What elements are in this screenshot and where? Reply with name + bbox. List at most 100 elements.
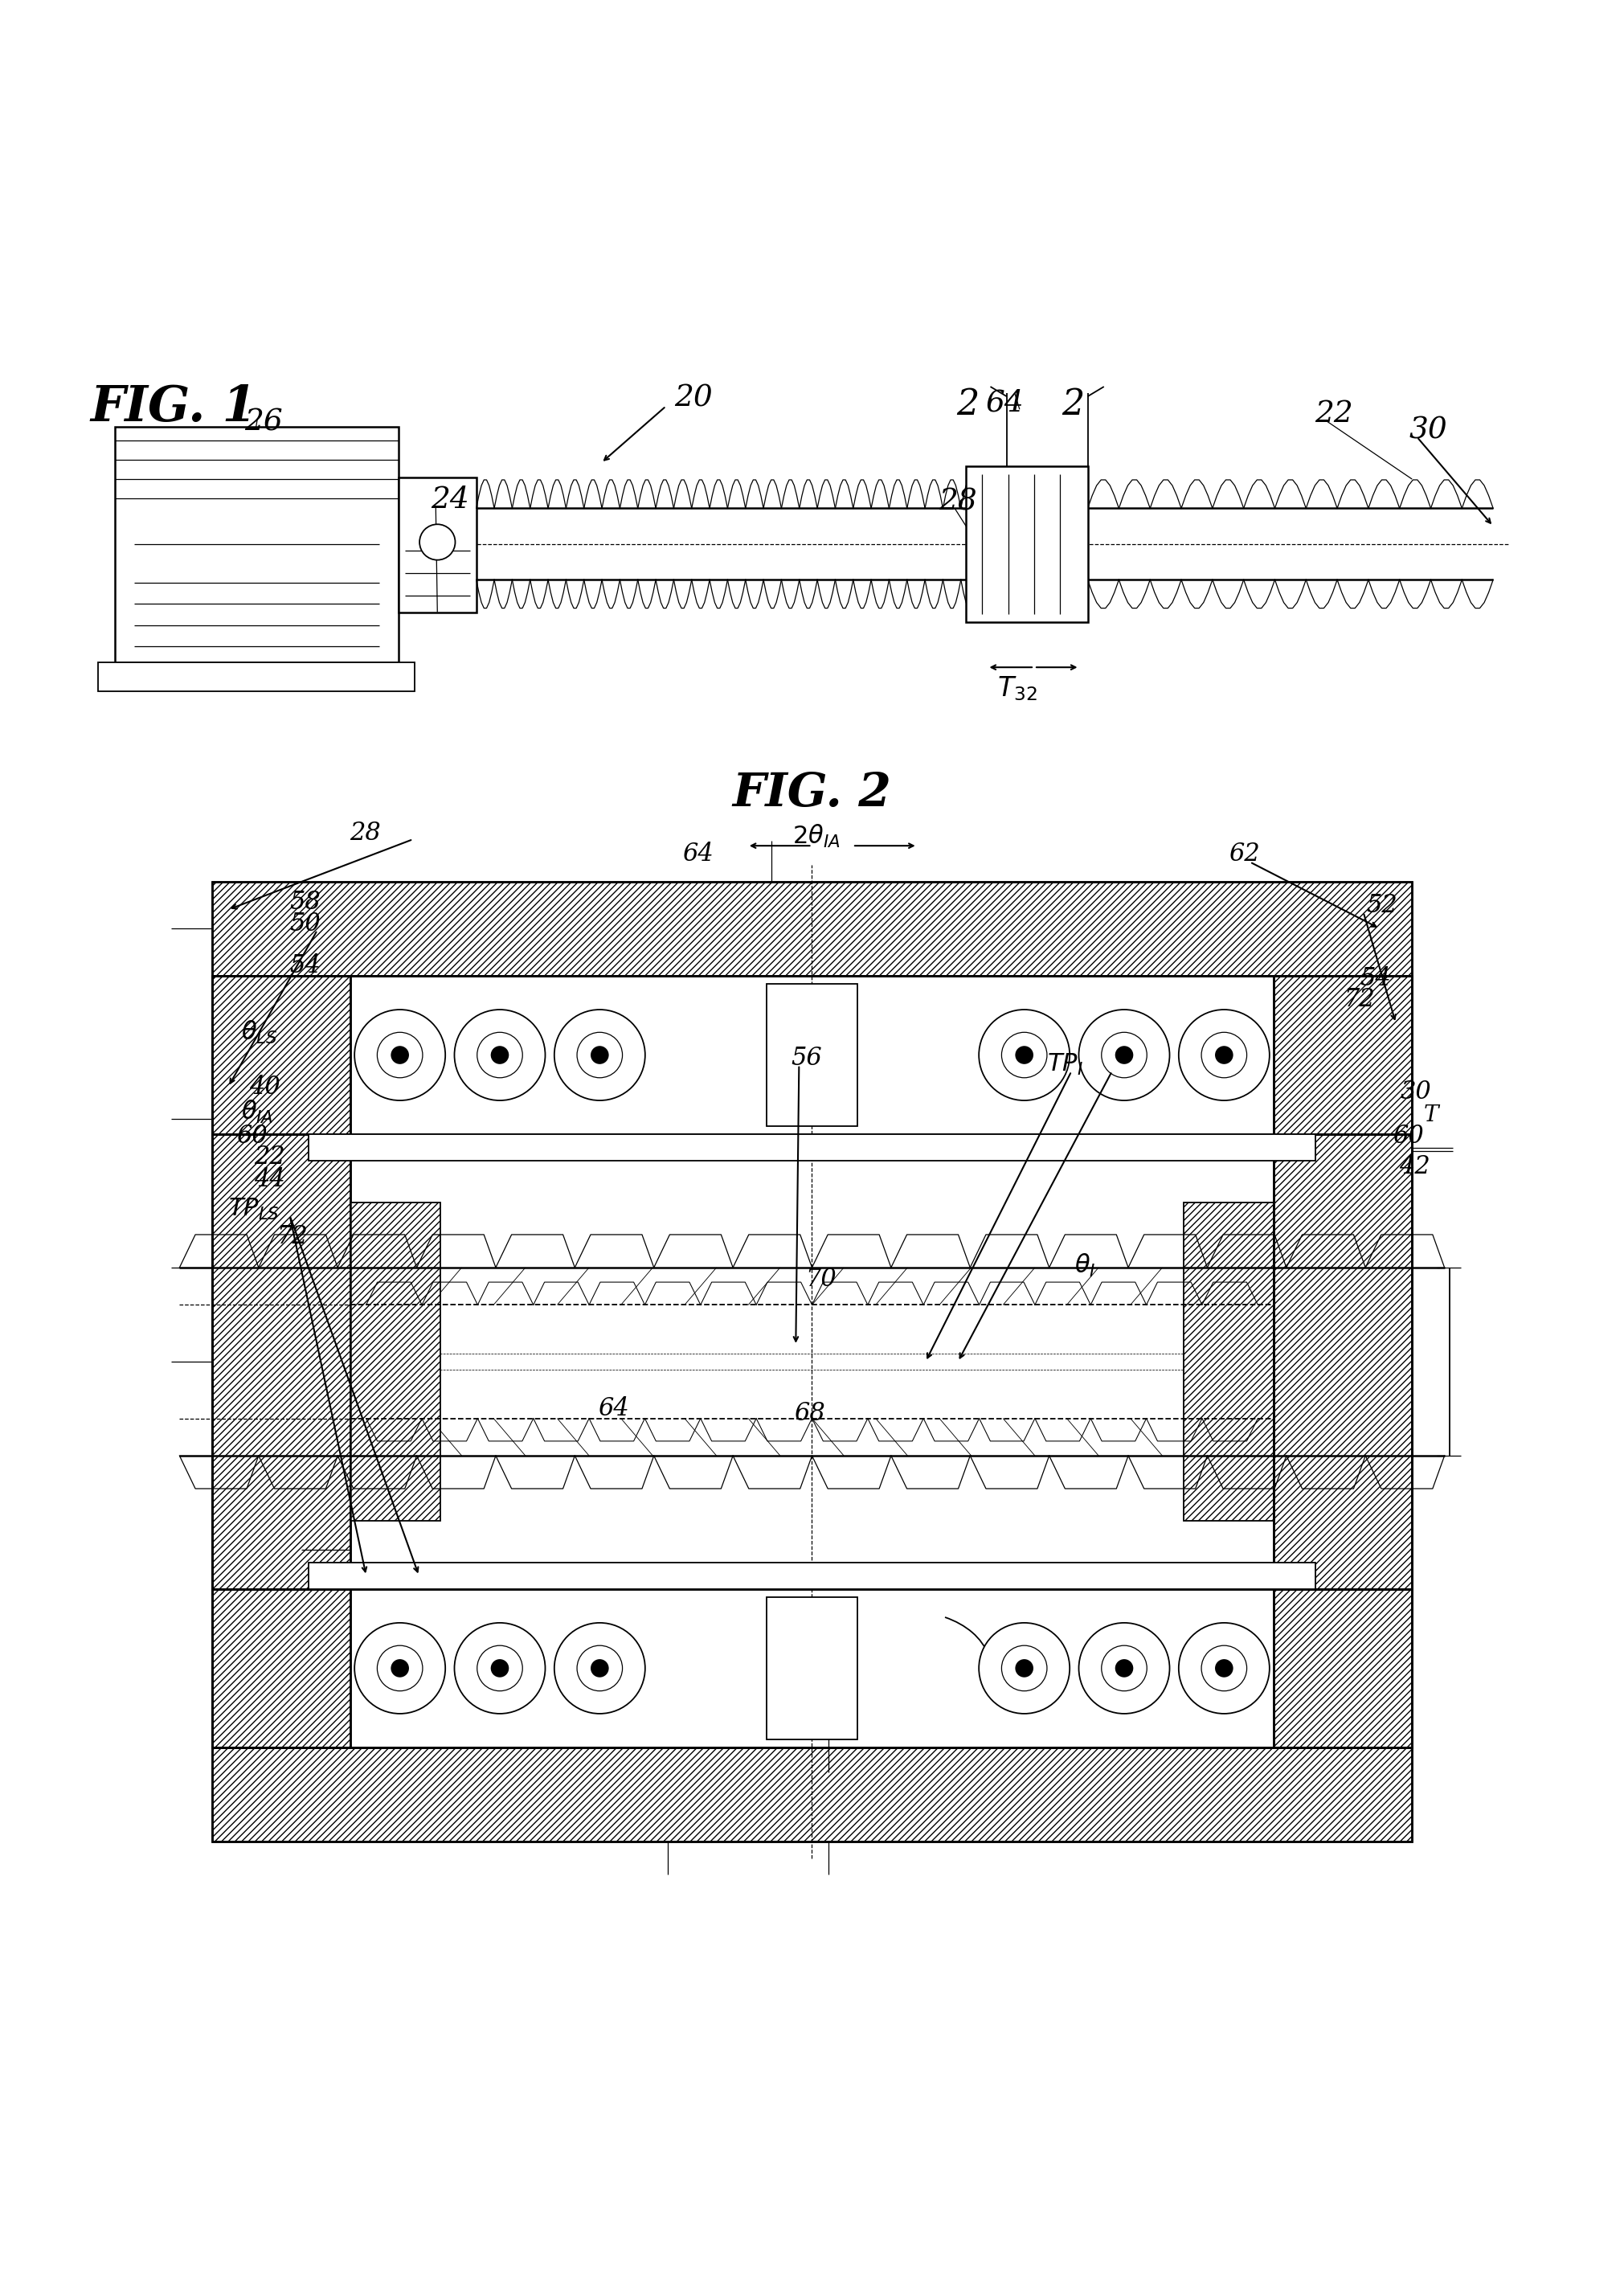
- Circle shape: [490, 1659, 508, 1677]
- Text: 40: 40: [248, 1075, 281, 1100]
- Bar: [767, 984, 857, 1127]
- Text: 44: 44: [253, 1168, 286, 1193]
- Bar: [213, 1588, 349, 1748]
- Bar: [1275, 1588, 1411, 1748]
- Circle shape: [354, 1009, 445, 1100]
- Text: 30: 30: [1408, 415, 1447, 445]
- Bar: [349, 1203, 440, 1520]
- Bar: [213, 1134, 349, 1588]
- Circle shape: [1002, 1645, 1047, 1691]
- Bar: [213, 974, 1411, 1134]
- Text: 22: 22: [1315, 399, 1353, 429]
- Circle shape: [591, 1659, 609, 1677]
- Text: 24: 24: [430, 486, 469, 516]
- Bar: [1275, 974, 1411, 1134]
- Bar: [213, 1588, 1411, 1748]
- Circle shape: [1015, 1045, 1033, 1063]
- Text: $2\theta_{IA}$: $2\theta_{IA}$: [793, 824, 840, 849]
- Circle shape: [1116, 1659, 1134, 1677]
- Circle shape: [1101, 1031, 1147, 1077]
- Circle shape: [1215, 1659, 1233, 1677]
- Text: 30: 30: [1402, 1079, 1432, 1104]
- Text: 60: 60: [1393, 1123, 1424, 1148]
- Circle shape: [1015, 1659, 1033, 1677]
- Text: 62: 62: [1229, 842, 1260, 867]
- Text: 64: 64: [598, 1397, 628, 1422]
- Circle shape: [419, 525, 455, 559]
- Bar: [213, 1748, 1411, 1842]
- Circle shape: [455, 1009, 546, 1100]
- Circle shape: [1078, 1623, 1169, 1714]
- Text: 70: 70: [806, 1267, 836, 1292]
- Circle shape: [1078, 1009, 1169, 1100]
- Text: 2: 2: [1062, 388, 1085, 422]
- Circle shape: [455, 1623, 546, 1714]
- Bar: [1275, 1134, 1411, 1588]
- Bar: [966, 466, 1088, 623]
- Text: 20: 20: [674, 383, 713, 413]
- Text: $TP_I$: $TP_I$: [1047, 1052, 1083, 1077]
- Text: 2: 2: [957, 388, 979, 422]
- Circle shape: [391, 1659, 409, 1677]
- Circle shape: [354, 1623, 445, 1714]
- Text: FIG. 1: FIG. 1: [91, 383, 257, 431]
- Text: $\theta_I$: $\theta_I$: [1075, 1253, 1096, 1280]
- Circle shape: [1101, 1645, 1147, 1691]
- Circle shape: [477, 1031, 523, 1077]
- Bar: [213, 1748, 1411, 1842]
- Bar: [213, 1134, 349, 1588]
- Bar: [213, 881, 1411, 974]
- Bar: [213, 881, 1411, 974]
- Circle shape: [1202, 1645, 1247, 1691]
- Text: $TP_{LS}$: $TP_{LS}$: [227, 1196, 279, 1221]
- Text: 52: 52: [1367, 892, 1398, 917]
- Text: 72: 72: [1345, 988, 1376, 1013]
- Text: 56: 56: [791, 1045, 822, 1070]
- Circle shape: [1202, 1031, 1247, 1077]
- Text: T: T: [1423, 1104, 1439, 1125]
- Bar: [1275, 1134, 1411, 1588]
- Text: 54: 54: [1361, 965, 1392, 990]
- Circle shape: [979, 1009, 1070, 1100]
- Circle shape: [1116, 1045, 1134, 1063]
- Circle shape: [391, 1045, 409, 1063]
- Bar: [1184, 1203, 1275, 1520]
- Text: 22: 22: [253, 1146, 286, 1171]
- Text: 64: 64: [682, 842, 713, 867]
- Text: FIG. 2: FIG. 2: [732, 771, 892, 817]
- Circle shape: [1179, 1009, 1270, 1100]
- Bar: [1275, 1588, 1411, 1748]
- Bar: [767, 1597, 857, 1739]
- Circle shape: [554, 1009, 645, 1100]
- Text: 54: 54: [289, 954, 322, 979]
- Text: 26: 26: [244, 408, 283, 436]
- Circle shape: [490, 1045, 508, 1063]
- Circle shape: [577, 1645, 622, 1691]
- Text: 50: 50: [289, 911, 322, 936]
- Text: $\theta_{IA}$: $\theta_{IA}$: [240, 1098, 273, 1125]
- Circle shape: [1002, 1031, 1047, 1077]
- Bar: [213, 974, 349, 1134]
- Circle shape: [979, 1623, 1070, 1714]
- Text: 42: 42: [1400, 1155, 1431, 1180]
- Bar: [309, 1563, 1315, 1588]
- Bar: [213, 974, 349, 1134]
- Circle shape: [1215, 1045, 1233, 1063]
- Text: $\mathit{T}_{32}$: $\mathit{T}_{32}$: [997, 675, 1038, 703]
- Bar: [309, 1134, 1315, 1162]
- Bar: [115, 427, 398, 662]
- Text: 28: 28: [349, 819, 382, 844]
- Circle shape: [377, 1031, 422, 1077]
- Bar: [99, 662, 414, 691]
- Text: 58: 58: [289, 890, 322, 915]
- Circle shape: [577, 1031, 622, 1077]
- Text: 64: 64: [986, 388, 1023, 418]
- Bar: [1275, 974, 1411, 1134]
- Circle shape: [1179, 1623, 1270, 1714]
- Circle shape: [477, 1645, 523, 1691]
- Text: $\theta_{LS}$: $\theta_{LS}$: [240, 1020, 278, 1045]
- Text: 68: 68: [794, 1401, 825, 1426]
- Bar: [213, 1588, 349, 1748]
- Bar: [213, 1134, 1411, 1588]
- Circle shape: [554, 1623, 645, 1714]
